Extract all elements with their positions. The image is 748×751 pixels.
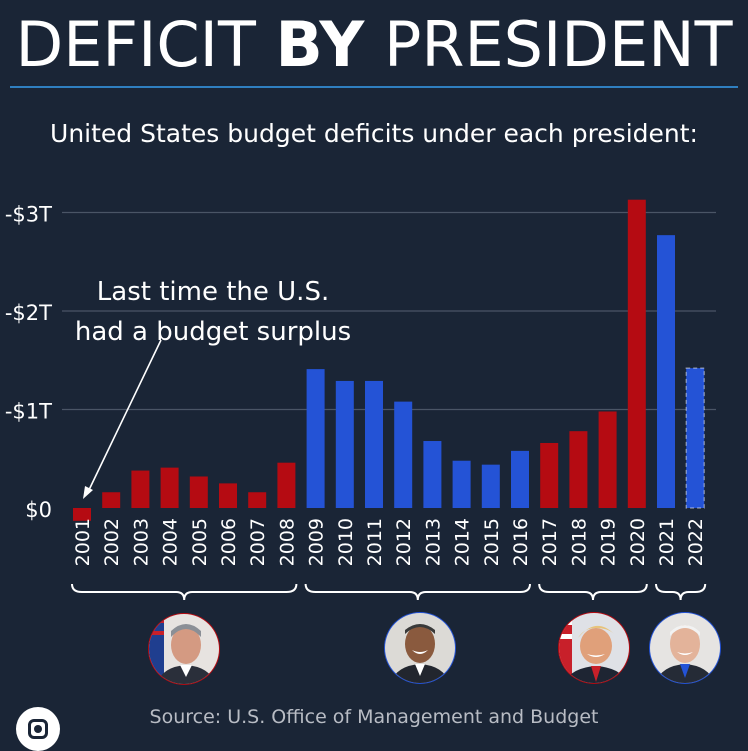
brace-2017-2020 — [538, 583, 648, 601]
x-tick-label: 2022 — [685, 518, 707, 566]
bar-2002 — [102, 492, 121, 508]
x-tick-label: 2010 — [335, 518, 357, 566]
y-axis-ticks: $0 -$1T -$2T -$3T — [5, 203, 52, 523]
annotation-line-1: Last time the U.S. — [97, 277, 329, 307]
bar-2017 — [540, 442, 559, 508]
bar-2009 — [306, 369, 325, 508]
x-tick-label: 2001 — [72, 518, 94, 566]
bar-2022 — [685, 367, 705, 509]
x-tick-label: 2006 — [218, 518, 240, 566]
x-tick-label: 2004 — [160, 518, 182, 566]
x-tick-label: 2008 — [276, 518, 298, 566]
bar-2001 — [73, 508, 91, 521]
gridlines — [62, 211, 716, 411]
x-tick-label: 2009 — [306, 518, 328, 566]
bar-2005 — [189, 476, 208, 508]
title-bold-word: BY — [275, 8, 365, 81]
annotation-arrowhead — [83, 486, 93, 499]
bar-2003 — [131, 470, 150, 508]
page-title: DEFICIT BY PRESIDENT — [0, 8, 748, 82]
x-tick-label: 2005 — [189, 518, 211, 566]
bar-2018 — [569, 431, 588, 508]
x-tick-label: 2013 — [422, 518, 444, 566]
y-tick-label: -$1T — [5, 400, 52, 424]
y-tick-label: -$3T — [5, 203, 52, 227]
y-tick-label: -$2T — [5, 301, 52, 325]
x-tick-label: 2007 — [247, 518, 269, 566]
lens-ring — [28, 719, 48, 739]
x-tick-label: 2020 — [627, 518, 649, 566]
x-tick-label: 2014 — [452, 518, 474, 566]
bar-2013 — [423, 441, 442, 508]
x-tick-label: 2019 — [598, 518, 620, 566]
president-braces — [71, 583, 707, 601]
brace-2009-2016 — [304, 583, 531, 601]
bar-2012 — [394, 401, 413, 508]
y-tick-label: $0 — [25, 498, 52, 522]
brace-2021-2022 — [655, 583, 707, 601]
source-credit: Source: U.S. Office of Management and Bu… — [149, 706, 599, 728]
bar-2015 — [481, 464, 500, 508]
bar-2019 — [598, 411, 617, 508]
bar-2004 — [160, 467, 179, 508]
annotation-line-2: had a budget surplus — [75, 317, 351, 347]
x-tick-label: 2012 — [393, 518, 415, 566]
obama-portrait — [382, 610, 458, 686]
bar-2014 — [452, 460, 471, 508]
surplus-annotation: Last time the U.S. had a budget surplus — [75, 277, 351, 499]
lens-dot — [34, 725, 42, 733]
bar-2008 — [277, 462, 296, 508]
x-tick-label: 2002 — [101, 518, 123, 566]
title-part-1: DEFICIT — [15, 8, 276, 81]
bar-2010 — [335, 380, 354, 508]
bar-2016 — [511, 450, 529, 508]
x-axis-ticks: 2001 2002 2003 2004 2005 2006 2007 2008 2009 2010… — [72, 518, 707, 566]
x-tick-label: 2017 — [539, 518, 561, 566]
x-tick-label: 2011 — [364, 518, 386, 566]
bar-2011 — [365, 380, 383, 508]
deficit-bar-chart: $0-$1T-$2T-$3T 2001 2002 2003 2004 2005 2006 2… — [5, 199, 716, 601]
bar-2021 — [657, 235, 675, 508]
x-tick-label: 2021 — [656, 518, 678, 566]
chart-subtitle: United States budget deficits under each… — [50, 119, 698, 148]
lens-icon[interactable] — [16, 707, 60, 751]
brace-2001-2008 — [71, 583, 298, 601]
x-tick-label: 2015 — [481, 518, 503, 566]
bar-2007 — [248, 492, 267, 508]
x-tick-label: 2018 — [568, 518, 590, 566]
x-tick-label: 2016 — [510, 518, 532, 566]
bar-2020 — [627, 199, 646, 508]
bar-2006 — [219, 483, 237, 508]
biden-portrait — [647, 610, 723, 686]
annotation-arrow-line — [87, 339, 162, 493]
bush-portrait — [146, 611, 222, 687]
trump-portrait — [556, 610, 632, 686]
title-part-2: PRESIDENT — [364, 8, 733, 81]
title-underline — [10, 86, 738, 88]
x-tick-label: 2003 — [130, 518, 152, 566]
bars — [73, 199, 705, 521]
